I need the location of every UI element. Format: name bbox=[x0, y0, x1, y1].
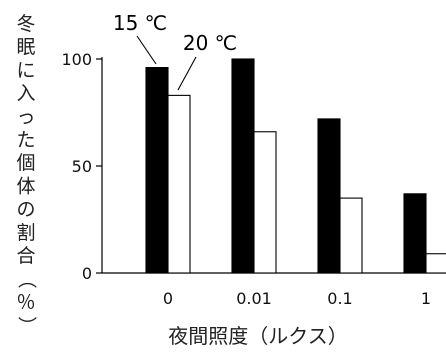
x-tick-label: 0.01 bbox=[236, 289, 272, 308]
bar-series2-0 bbox=[167, 94, 191, 274]
bar-series1-0 bbox=[145, 67, 169, 274]
y-label-char: 割 bbox=[16, 222, 35, 244]
y-tick-label: 50 bbox=[72, 157, 92, 176]
y-label-char: 眠 bbox=[16, 36, 35, 58]
y-axis-ticks: 0 50 100 bbox=[61, 50, 102, 283]
y-label-char: 体 bbox=[16, 175, 35, 197]
y-tick-label: 0 bbox=[82, 264, 92, 283]
y-label-char: た bbox=[16, 129, 35, 151]
y-label-char: （ bbox=[16, 270, 38, 289]
bars bbox=[145, 58, 446, 274]
y-label-char: に bbox=[16, 59, 35, 81]
x-tick-label: 1 bbox=[421, 289, 431, 308]
legend-leader-series2 bbox=[177, 56, 197, 91]
bar-series1-1 bbox=[231, 58, 255, 274]
y-label-char: の bbox=[16, 199, 35, 221]
x-tick-label: 0.1 bbox=[327, 289, 352, 308]
bar-series2-1 bbox=[253, 131, 277, 274]
bar-series1-2 bbox=[317, 118, 341, 274]
y-label-char: 入 bbox=[16, 83, 35, 105]
x-axis-ticks: 0 0.01 0.1 1 bbox=[163, 289, 431, 308]
y-tick-label: 100 bbox=[61, 50, 92, 69]
y-label-char: っ bbox=[16, 106, 35, 128]
x-tick-label: 0 bbox=[163, 289, 173, 308]
bar-series2-2 bbox=[339, 197, 363, 274]
legend-label-series1: 15 ℃ bbox=[113, 11, 167, 35]
y-label-char: 合 bbox=[16, 245, 35, 267]
x-axis-label: 夜間照度（ルクス） bbox=[168, 324, 347, 348]
legend-label-series2: 20 ℃ bbox=[183, 31, 237, 55]
y-label-char: ％ bbox=[16, 291, 35, 313]
y-label-char: ） bbox=[16, 316, 38, 335]
y-label-char: 冬 bbox=[16, 13, 35, 35]
legend-leader-series1 bbox=[136, 35, 157, 65]
bar-series1-3 bbox=[403, 193, 427, 274]
bar-series2-3 bbox=[425, 253, 446, 274]
legend: 15 ℃ 20 ℃ bbox=[113, 11, 237, 91]
y-label-char: 個 bbox=[16, 152, 35, 174]
